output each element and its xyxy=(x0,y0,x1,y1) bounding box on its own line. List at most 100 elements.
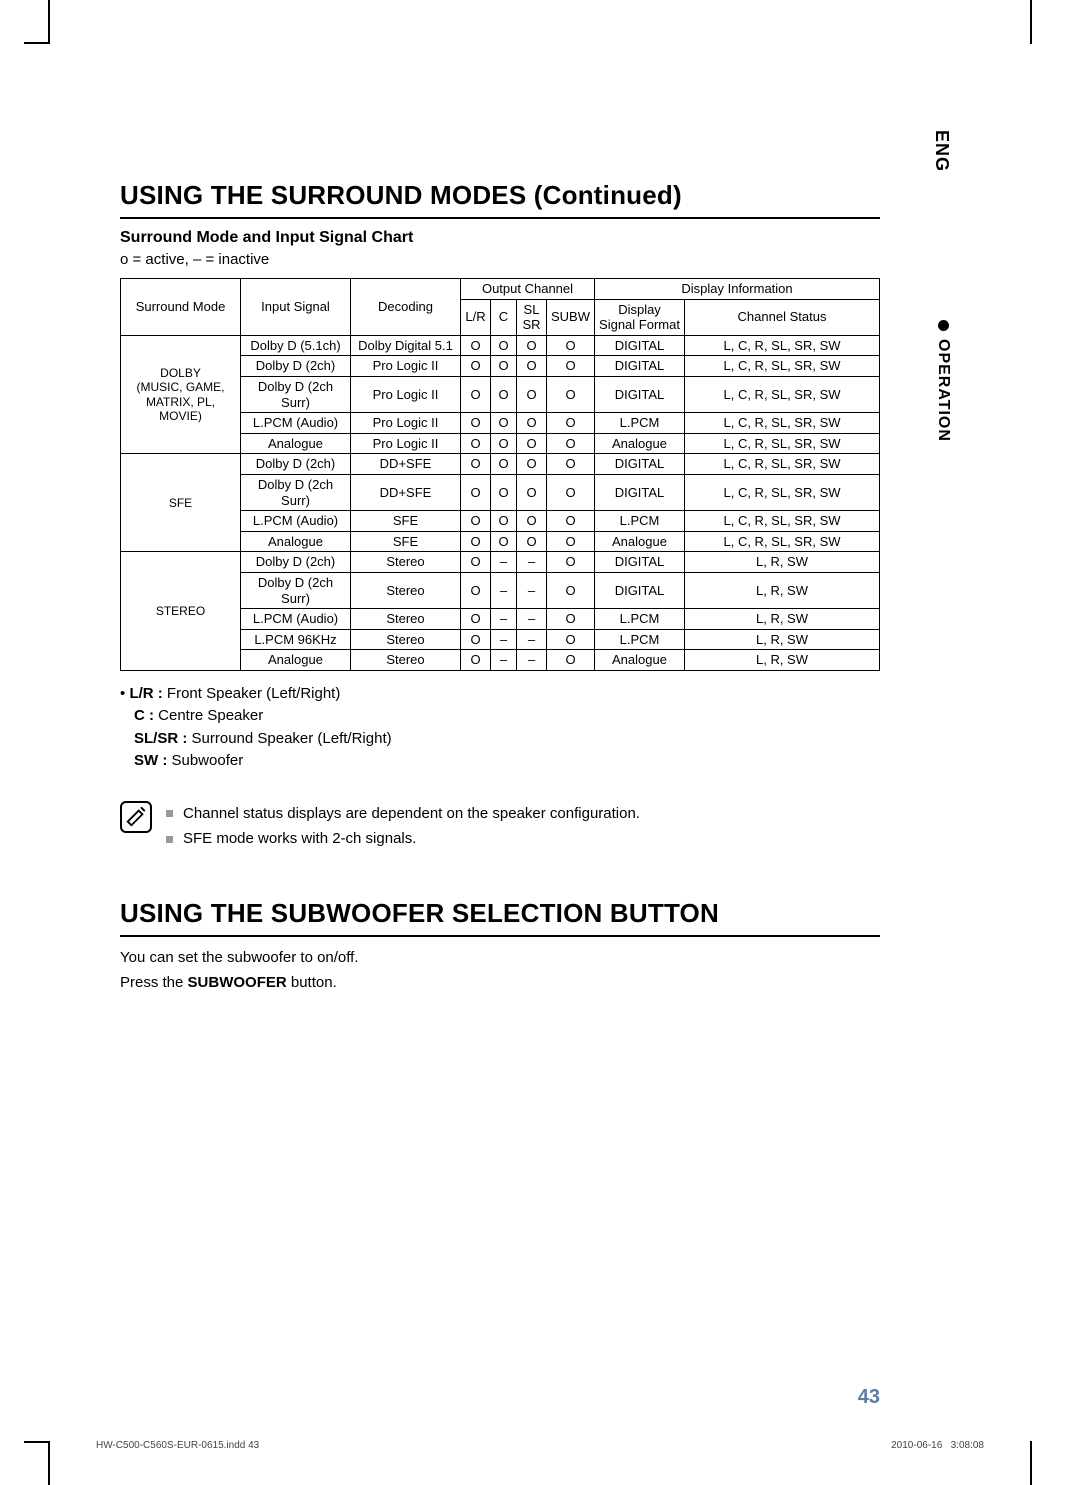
table-cell: Stereo xyxy=(351,650,461,671)
footer: HW-C500-C560S-EUR-0615.indd 43 2010-06-1… xyxy=(96,1440,984,1451)
table-cell: O xyxy=(491,413,517,434)
table-cell: O xyxy=(517,413,547,434)
table-cell: – xyxy=(491,629,517,650)
cell-surround-mode: SFE xyxy=(121,454,241,552)
table-cell: – xyxy=(517,572,547,608)
footer-filename: HW-C500-C560S-EUR-0615.indd 43 xyxy=(96,1440,259,1451)
table-cell: O xyxy=(517,356,547,377)
table-cell: – xyxy=(517,552,547,573)
table-cell: O xyxy=(461,335,491,356)
table-cell: DIGITAL xyxy=(595,376,685,412)
crop-mark xyxy=(24,1441,48,1443)
col-lr: L/R xyxy=(461,299,491,335)
note-block: Channel status displays are dependent on… xyxy=(120,801,880,852)
table-cell: Dolby D (2ch Surr) xyxy=(241,572,351,608)
table-cell: Analogue xyxy=(595,433,685,454)
table-cell: L.PCM (Audio) xyxy=(241,413,351,434)
table-cell: L, R, SW xyxy=(685,650,880,671)
table-cell: Dolby D (5.1ch) xyxy=(241,335,351,356)
table-cell: O xyxy=(517,511,547,532)
table-cell: – xyxy=(517,629,547,650)
bullet-icon xyxy=(938,320,949,331)
table-cell: O xyxy=(491,511,517,532)
table-cell: – xyxy=(517,650,547,671)
table-cell: O xyxy=(461,511,491,532)
col-dsf: Display Signal Format xyxy=(595,299,685,335)
table-cell: O xyxy=(547,376,595,412)
table-cell: – xyxy=(491,609,517,630)
heading-subwoofer: USING THE SUBWOOFER SELECTION BUTTON xyxy=(120,898,880,937)
table-cell: L.PCM (Audio) xyxy=(241,609,351,630)
table-cell: O xyxy=(491,531,517,552)
table-cell: L.PCM xyxy=(595,629,685,650)
table-cell: O xyxy=(461,629,491,650)
table-cell: O xyxy=(461,454,491,475)
table-cell: Dolby Digital 5.1 xyxy=(351,335,461,356)
table-cell: O xyxy=(461,531,491,552)
table-cell: Dolby D (2ch) xyxy=(241,356,351,377)
table-cell: O xyxy=(517,433,547,454)
table-cell: Dolby D (2ch Surr) xyxy=(241,376,351,412)
table-cell: DIGITAL xyxy=(595,335,685,356)
table-cell: L, C, R, SL, SR, SW xyxy=(685,531,880,552)
note-line-2: SFE mode works with 2-ch signals. xyxy=(166,826,640,852)
table-row: SFEDolby D (2ch)DD+SFEOOOODIGITALL, C, R… xyxy=(121,454,880,475)
heading-surround-modes: USING THE SURROUND MODES (Continued) xyxy=(120,180,880,219)
table-cell: L.PCM 96KHz xyxy=(241,629,351,650)
table-cell: O xyxy=(547,650,595,671)
note-line-1: Channel status displays are dependent on… xyxy=(166,801,640,827)
table-cell: L.PCM xyxy=(595,609,685,630)
table-cell: O xyxy=(547,629,595,650)
table-cell: O xyxy=(491,376,517,412)
table-cell: L, C, R, SL, SR, SW xyxy=(685,454,880,475)
table-cell: L.PCM xyxy=(595,413,685,434)
table-row: DOLBY(MUSIC, GAME,MATRIX, PL, MOVIE)Dolb… xyxy=(121,335,880,356)
crop-mark xyxy=(1030,1441,1032,1485)
table-cell: Analogue xyxy=(595,531,685,552)
table-cell: – xyxy=(517,609,547,630)
footer-datetime: 2010-06-16 3:08:08 xyxy=(891,1440,984,1451)
col-subw: SUBW xyxy=(547,299,595,335)
table-cell: Analogue xyxy=(595,650,685,671)
table-cell: L, R, SW xyxy=(685,629,880,650)
table-cell: O xyxy=(461,572,491,608)
table-cell: O xyxy=(517,454,547,475)
bullet-square-icon xyxy=(166,836,173,843)
table-cell: DD+SFE xyxy=(351,454,461,475)
table-cell: Dolby D (2ch) xyxy=(241,552,351,573)
table-cell: DIGITAL xyxy=(595,356,685,377)
table-cell: L, C, R, SL, SR, SW xyxy=(685,376,880,412)
table-cell: O xyxy=(491,454,517,475)
table-cell: Pro Logic II xyxy=(351,356,461,377)
pencil-note-icon xyxy=(125,806,147,828)
table-cell: SFE xyxy=(351,511,461,532)
section-tab-label: OPERATION xyxy=(935,339,952,442)
table-cell: O xyxy=(517,531,547,552)
table-cell: O xyxy=(547,531,595,552)
table-cell: O xyxy=(547,474,595,510)
table-cell: Pro Logic II xyxy=(351,413,461,434)
body-text: You can set the subwoofer to on/off. Pre… xyxy=(120,945,880,996)
table-cell: O xyxy=(547,511,595,532)
table-cell: L.PCM xyxy=(595,511,685,532)
cell-surround-mode: DOLBY(MUSIC, GAME,MATRIX, PL, MOVIE) xyxy=(121,335,241,454)
note-icon xyxy=(120,801,152,833)
table-cell: Dolby D (2ch Surr) xyxy=(241,474,351,510)
table-cell: Pro Logic II xyxy=(351,433,461,454)
table-cell: L, R, SW xyxy=(685,609,880,630)
table-cell: O xyxy=(461,474,491,510)
table-cell: L, R, SW xyxy=(685,572,880,608)
table-cell: L.PCM (Audio) xyxy=(241,511,351,532)
table-body: DOLBY(MUSIC, GAME,MATRIX, PL, MOVIE)Dolb… xyxy=(121,335,880,670)
table-cell: O xyxy=(491,335,517,356)
body-line-2: Press the SUBWOOFER button. xyxy=(120,970,880,996)
col-surround-mode: Surround Mode xyxy=(121,279,241,336)
subheading-chart: Surround Mode and Input Signal Chart xyxy=(120,229,880,247)
table-cell: Pro Logic II xyxy=(351,376,461,412)
crop-mark xyxy=(48,1441,50,1485)
crop-mark xyxy=(24,42,48,44)
table-cell: O xyxy=(547,413,595,434)
table-cell: O xyxy=(491,433,517,454)
table-cell: DIGITAL xyxy=(595,572,685,608)
col-input-signal: Input Signal xyxy=(241,279,351,336)
